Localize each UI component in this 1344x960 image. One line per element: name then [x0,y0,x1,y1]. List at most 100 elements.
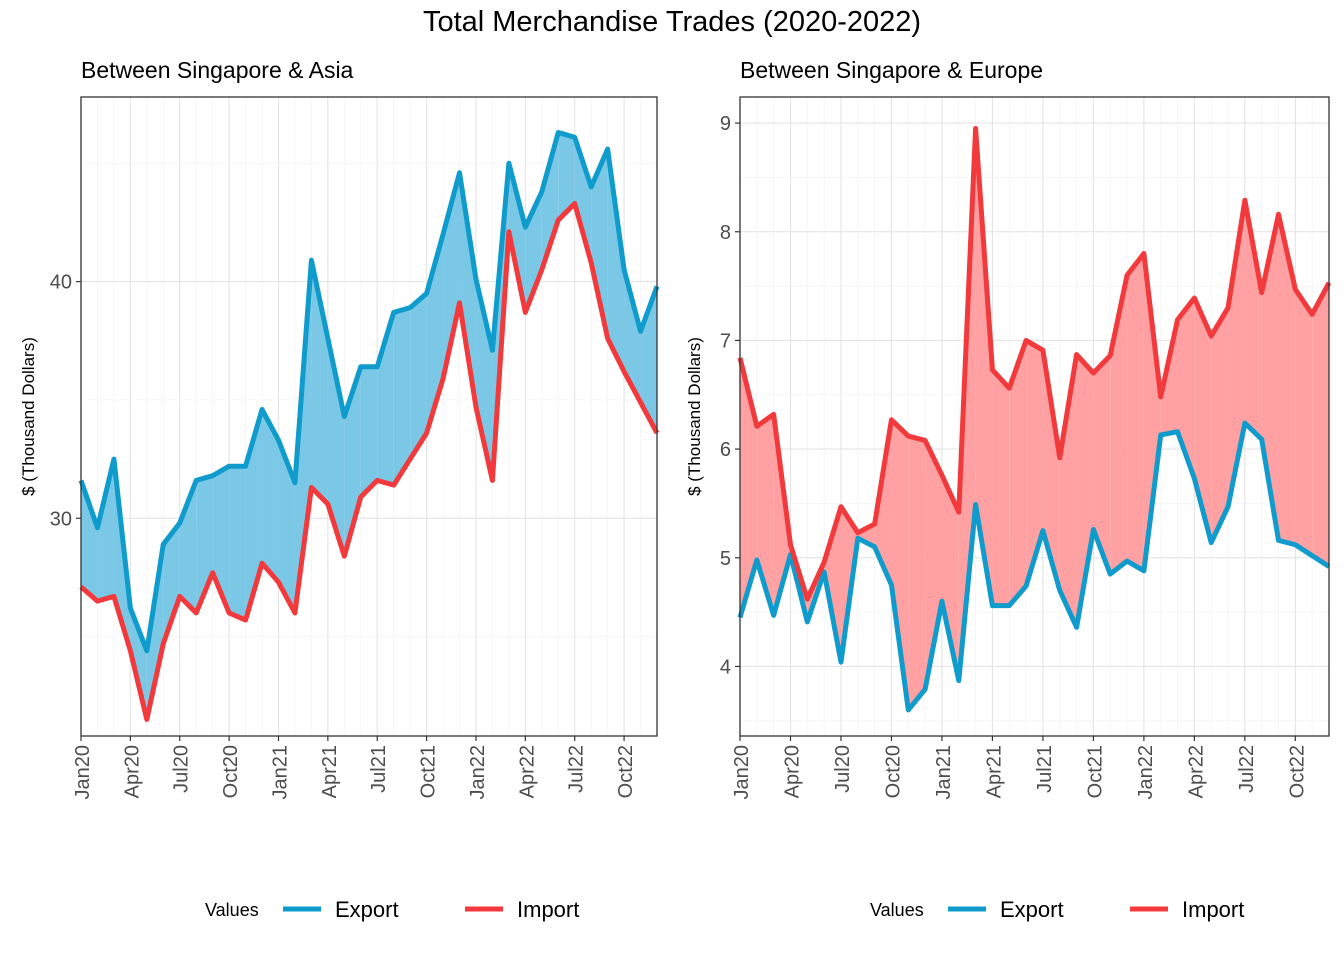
legend: Values Export Import [870,897,1244,922]
ribbon-segment [925,440,942,690]
ribbon-segment [756,414,774,616]
x-tick-label: Apr20 [781,745,803,798]
series-line-export [737,420,1331,713]
y-axis-title: $ (Thousand Dollars) [19,337,38,496]
ribbon-segment [1076,354,1094,628]
x-tick-label: Jul20 [832,745,854,793]
x-tick-label: Oct21 [418,745,440,798]
ribbon-segment [1312,282,1329,567]
ribbon-segment [740,357,757,618]
y-tick-label: 9 [720,113,731,135]
ribbon-segment [1127,253,1144,571]
ribbon-segment [1059,354,1077,628]
ribbon-segment [857,524,875,547]
x-tick-label: Apr22 [516,745,538,798]
ribbon-segment [163,523,180,644]
ribbon-segment [278,440,295,613]
legend-label-import: Import [1182,897,1244,922]
y-tick-label: 30 [50,508,72,530]
legend-label-export: Export [1000,897,1064,922]
main-title: Total Merchandise Trades (2020-2022) [422,6,922,38]
x-tick-label: Jan21 [933,745,955,800]
x-tick-label: Oct20 [220,745,242,798]
ribbon-segment [908,436,926,710]
ribbon-segment [262,409,279,583]
ribbon-segment [941,475,959,681]
chart-europe: Between Singapore & Europe 4 5 6 7 8 9 Jan20 Apr… [685,57,1332,922]
x-tick-label: Oct21 [1084,745,1106,798]
ribbon-segment [591,149,608,339]
ribbon-segment [360,366,378,497]
ribbon-segment [574,137,592,263]
x-tick-label: Jul20 [171,745,193,793]
ribbon-segment [1177,298,1195,479]
x-tick-label: Jan22 [1135,745,1157,800]
plot-border [739,96,1330,737]
ribbon-segment [558,132,575,221]
x-tick-label: Jul21 [1034,745,1056,793]
series-line-export [78,130,660,654]
ribbon-segment [1228,200,1245,507]
x-tick-label: Jul21 [368,745,390,793]
legend-label-import: Import [517,897,579,922]
ribbon-segment [1009,340,1027,606]
ribbon-segment [607,149,625,372]
ribbon-segment [1295,289,1313,556]
y-tick-label: 8 [720,222,731,244]
ribbon-segment [1143,253,1161,571]
subtitle: Between Singapore & Europe [740,57,1043,83]
x-tick-label: Oct22 [1286,745,1308,798]
x-tick-label: Oct22 [615,745,637,798]
x-tick-label: Oct20 [882,745,904,798]
ribbon-segment [992,369,1010,606]
ribbon-segment [891,419,909,710]
x-tick-label: Apr20 [121,745,143,798]
ribbon-segment [393,307,411,486]
x-tick-label: Jan22 [467,745,489,800]
ribbon-segment [1042,350,1060,591]
ribbon-segment [541,132,559,270]
chart-asia: Between Singapore & Asia 30 40 Jan20 Apr20 Ju… [19,57,660,922]
series-line-import [737,126,1332,602]
y-tick-label: 4 [720,656,731,678]
x-tick-label: Jul22 [1236,745,1258,793]
x-tick-label: Jan20 [731,745,753,800]
ribbon-segment [1093,355,1111,575]
y-tick-label: 7 [720,330,731,352]
ribbon-segment [146,544,164,720]
series-line-import [79,201,660,722]
ribbon-segment [1194,298,1212,543]
ribbon-segment [975,128,993,606]
ribbon-segment [410,293,427,460]
y-tick-label: 40 [50,272,72,294]
x-tick-label: Jan20 [72,745,94,800]
y-tick-label: 5 [720,548,731,570]
ribbon-segment [81,480,98,602]
ribbon-segment [1244,200,1262,440]
legend-label-export: Export [335,897,399,922]
ribbon-segment [1110,275,1128,575]
x-tick-label: Apr22 [1185,745,1207,798]
plot-border [80,96,658,737]
ribbon-segment [229,466,246,621]
ribbon-segment [1026,340,1043,587]
ribbon-segment [508,163,526,313]
ribbon-segment [1211,307,1229,543]
ribbon-segment [97,459,114,602]
y-axis-title: $ (Thousand Dollars) [685,337,704,496]
x-tick-label: Apr21 [319,745,341,798]
x-tick-label: Apr21 [983,745,1005,798]
ribbon-segment [327,338,345,557]
y-tick-label: 6 [720,439,731,461]
ribbon-segment [475,279,493,481]
x-tick-label: Jan21 [269,745,291,800]
legend-title: Values [870,900,924,920]
ribbon-segment [824,506,841,663]
subtitle: Between Singapore & Asia [81,57,354,83]
ribbon-segment [1278,214,1296,545]
ribbon-segment [245,409,263,621]
x-tick-label: Jul22 [566,745,588,793]
legend-title: Values [205,900,259,920]
legend: Values Export Import [205,897,579,922]
